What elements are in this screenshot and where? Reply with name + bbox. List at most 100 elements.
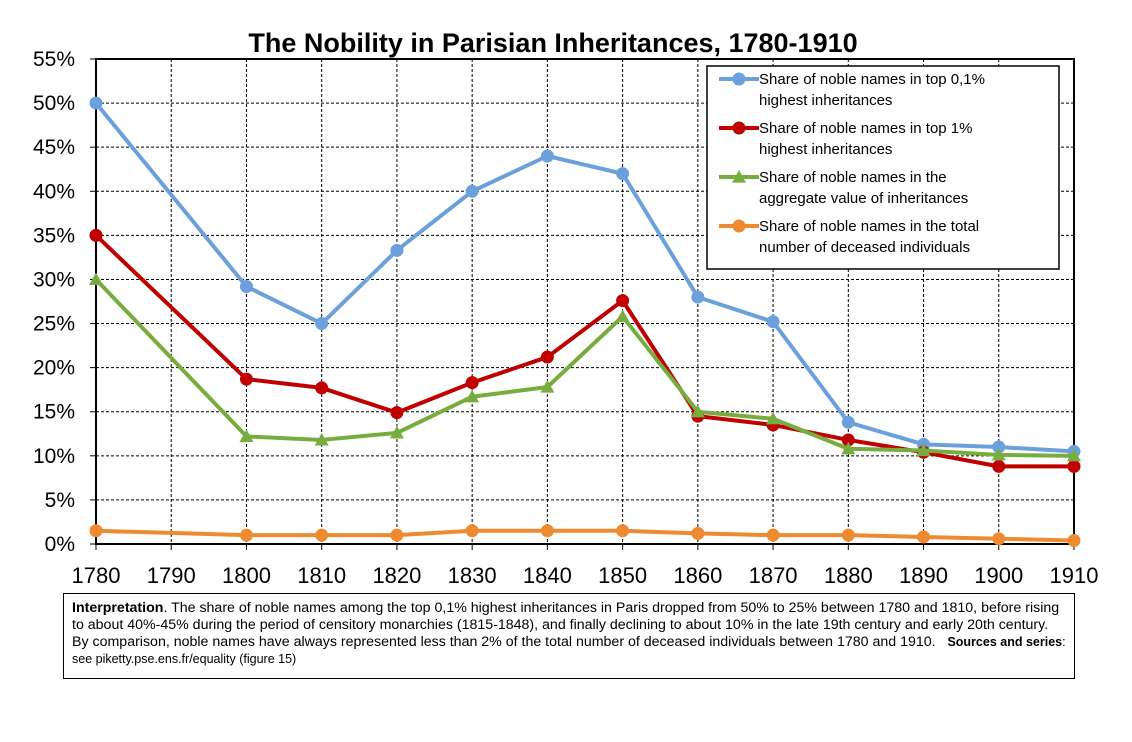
y-axis: 0% 5% 10% 15% 20% 25% 30% 35% 40% 45% 50% 55% [33,48,96,556]
x-tick-label: 1840 [523,563,572,588]
legend-swatch-marker [732,121,746,135]
data-point [540,524,554,538]
legend-label: aggregate value of inheritances [759,190,968,207]
data-point [540,380,555,393]
data-point [691,290,705,304]
data-point [766,528,780,542]
data-point [540,149,554,163]
data-point [89,228,103,242]
data-point [239,280,253,294]
data-point [690,404,705,418]
legend-label: highest inheritances [759,92,892,109]
legend-label: Share of noble names in top 1% [759,120,972,137]
y-tick-label: 50% [33,92,75,115]
series-4 [89,524,1081,547]
data-point [616,167,630,181]
x-tick-label: 1890 [899,563,948,588]
data-point [616,294,630,308]
x-tick-label: 1800 [222,563,271,588]
legend-label: number of deceased individuals [759,239,970,256]
x-tick-label: 1900 [974,563,1023,588]
x-axis: 1780 1790 1800 1810 1820 1830 1840 1850 1860 1870… [72,544,1099,588]
y-tick-label: 35% [33,224,75,247]
legend-box [706,65,1060,270]
y-tick-label: 25% [33,313,75,336]
data-point [315,381,329,395]
legend-swatch-marker [732,72,746,86]
legend: Share of noble names in top 0,1% highest … [706,65,1060,270]
data-point [691,526,705,540]
data-point [992,532,1006,546]
y-tick-label: 0% [45,533,75,556]
data-point [465,524,479,538]
legend-swatch-marker [732,219,746,233]
data-point [239,372,253,386]
data-point [841,441,856,455]
note-body: . The share of noble names among the top… [72,600,1060,650]
x-tick-label: 1850 [598,563,647,588]
series-layer [89,96,1081,547]
y-tick-label: 10% [33,445,75,468]
plot-frame [95,58,1075,545]
x-tick-label: 1910 [1050,563,1099,588]
data-point [766,411,781,425]
x-tick-label: 1790 [147,563,196,588]
data-point [992,440,1006,454]
x-tick-label: 1860 [673,563,722,588]
data-point [992,459,1006,473]
data-point [390,243,404,257]
note-lead: Interpretation [72,600,164,616]
legend-label: Share of noble names in the [759,169,947,186]
data-point [390,406,404,420]
x-tick-label: 1820 [372,563,421,588]
x-tick-label: 1810 [297,563,346,588]
data-point [315,528,329,542]
data-point [1067,448,1081,462]
y-tick-label: 20% [33,357,75,380]
data-point [314,432,329,446]
series-3 [89,272,1081,462]
data-point [89,272,103,286]
x-tick-label: 1880 [824,563,873,588]
data-point [841,433,855,447]
data-point [766,315,780,329]
y-tick-label: 45% [33,136,75,159]
y-tick-label: 5% [45,489,75,512]
data-point [89,96,103,110]
chart-title: The Nobility in Parisian Inheritances, 1… [248,28,857,58]
data-point [540,350,554,364]
legend-swatch-marker [732,170,746,183]
data-point [841,528,855,542]
y-tick-label: 15% [33,401,75,424]
data-point [615,309,630,323]
data-point [389,425,404,439]
chart: The Nobility in Parisian Inheritances, 1… [33,28,1099,588]
data-point [315,317,329,331]
data-point [991,447,1006,461]
legend-label: Share of noble names in top 0,1% [759,71,985,88]
data-point [239,528,253,542]
x-tick-label: 1870 [749,563,798,588]
data-point [465,376,479,390]
y-tick-label: 55% [33,48,75,71]
data-point [916,443,931,457]
data-point [239,429,254,443]
data-point [841,415,855,429]
data-point [89,524,103,538]
sources-label: Sources and series [947,635,1063,649]
x-tick-label: 1780 [72,563,121,588]
data-point [465,184,479,198]
data-point [390,528,404,542]
data-point [1067,459,1081,473]
data-point [465,389,480,403]
y-tick-label: 40% [33,180,75,203]
data-point [917,530,931,544]
interpretation-note: Interpretation. The share of noble names… [63,593,1075,679]
legend-label: Share of noble names in the total [759,218,979,235]
sources-text: : see piketty.pse.ens.fr/equality (figur… [72,635,1066,666]
data-point [616,524,630,538]
y-tick-label: 30% [33,268,75,291]
x-tick-label: 1830 [448,563,497,588]
data-point [1067,533,1081,547]
legend-label: highest inheritances [759,141,892,158]
